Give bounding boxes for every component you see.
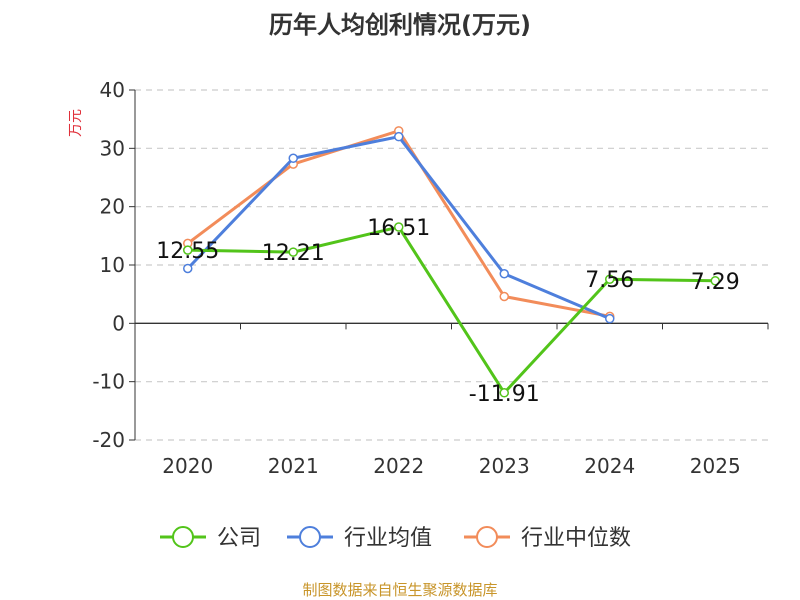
x-tick-label: 2020 — [162, 454, 213, 478]
y-tick-label: 20 — [100, 195, 125, 219]
grid-lines — [135, 89, 768, 441]
legend-label: 行业中位数 — [521, 526, 631, 551]
y-tick-label: -20 — [92, 428, 125, 452]
y-axis-unit-label: 万元 — [68, 109, 84, 137]
data-point — [394, 131, 404, 142]
x-tick-label: 2024 — [584, 454, 635, 478]
data-point — [605, 313, 615, 324]
x-tick-label: 2022 — [373, 454, 424, 478]
chart-title: 历年人均创利情况(万元) — [269, 11, 531, 39]
y-tick-label: 10 — [100, 253, 125, 277]
axes: 40 30 20 10 0 -10 -20 2020 2021 2022 2023 2024 2025 — [92, 78, 769, 478]
series-line — [187, 225, 716, 395]
data-label: 7.29 — [691, 270, 740, 295]
data-point — [605, 274, 615, 284]
data-point — [710, 276, 720, 286]
legend-label: 公司 — [217, 526, 261, 551]
legend-marker — [299, 526, 321, 548]
legend-label: 行业均值 — [344, 526, 432, 551]
y-tick-label: 0 — [112, 311, 125, 335]
y-tick-label: 30 — [100, 136, 125, 160]
legend: 公司 行业均值 行业中位数 — [160, 526, 631, 551]
series-lines — [183, 126, 720, 398]
data-label: 12.55 — [156, 239, 219, 264]
data-point — [499, 388, 509, 398]
y-tick-label: 40 — [100, 78, 125, 102]
data-point — [394, 222, 404, 232]
y-tick-label: -10 — [92, 370, 125, 394]
data-label: 16.51 — [367, 216, 430, 241]
x-tick-label: 2025 — [690, 454, 741, 478]
data-point — [288, 153, 298, 163]
data-point — [288, 247, 298, 257]
legend-marker — [172, 526, 194, 548]
x-tick-label: 2023 — [479, 454, 530, 478]
data-point — [499, 269, 509, 279]
data-point — [499, 291, 509, 302]
data-label: -11.91 — [469, 382, 540, 407]
x-tick-label: 2021 — [268, 454, 319, 478]
data-label: 7.56 — [585, 268, 634, 293]
data-point — [183, 245, 193, 255]
source-note: 制图数据来自恒生聚源数据库 — [302, 581, 497, 599]
legend-marker — [476, 526, 498, 548]
data-label: 12.21 — [262, 241, 325, 266]
data-point — [183, 263, 193, 274]
data-labels: 12.55 12.21 16.51 -11.91 7.56 7.29 — [156, 216, 739, 407]
